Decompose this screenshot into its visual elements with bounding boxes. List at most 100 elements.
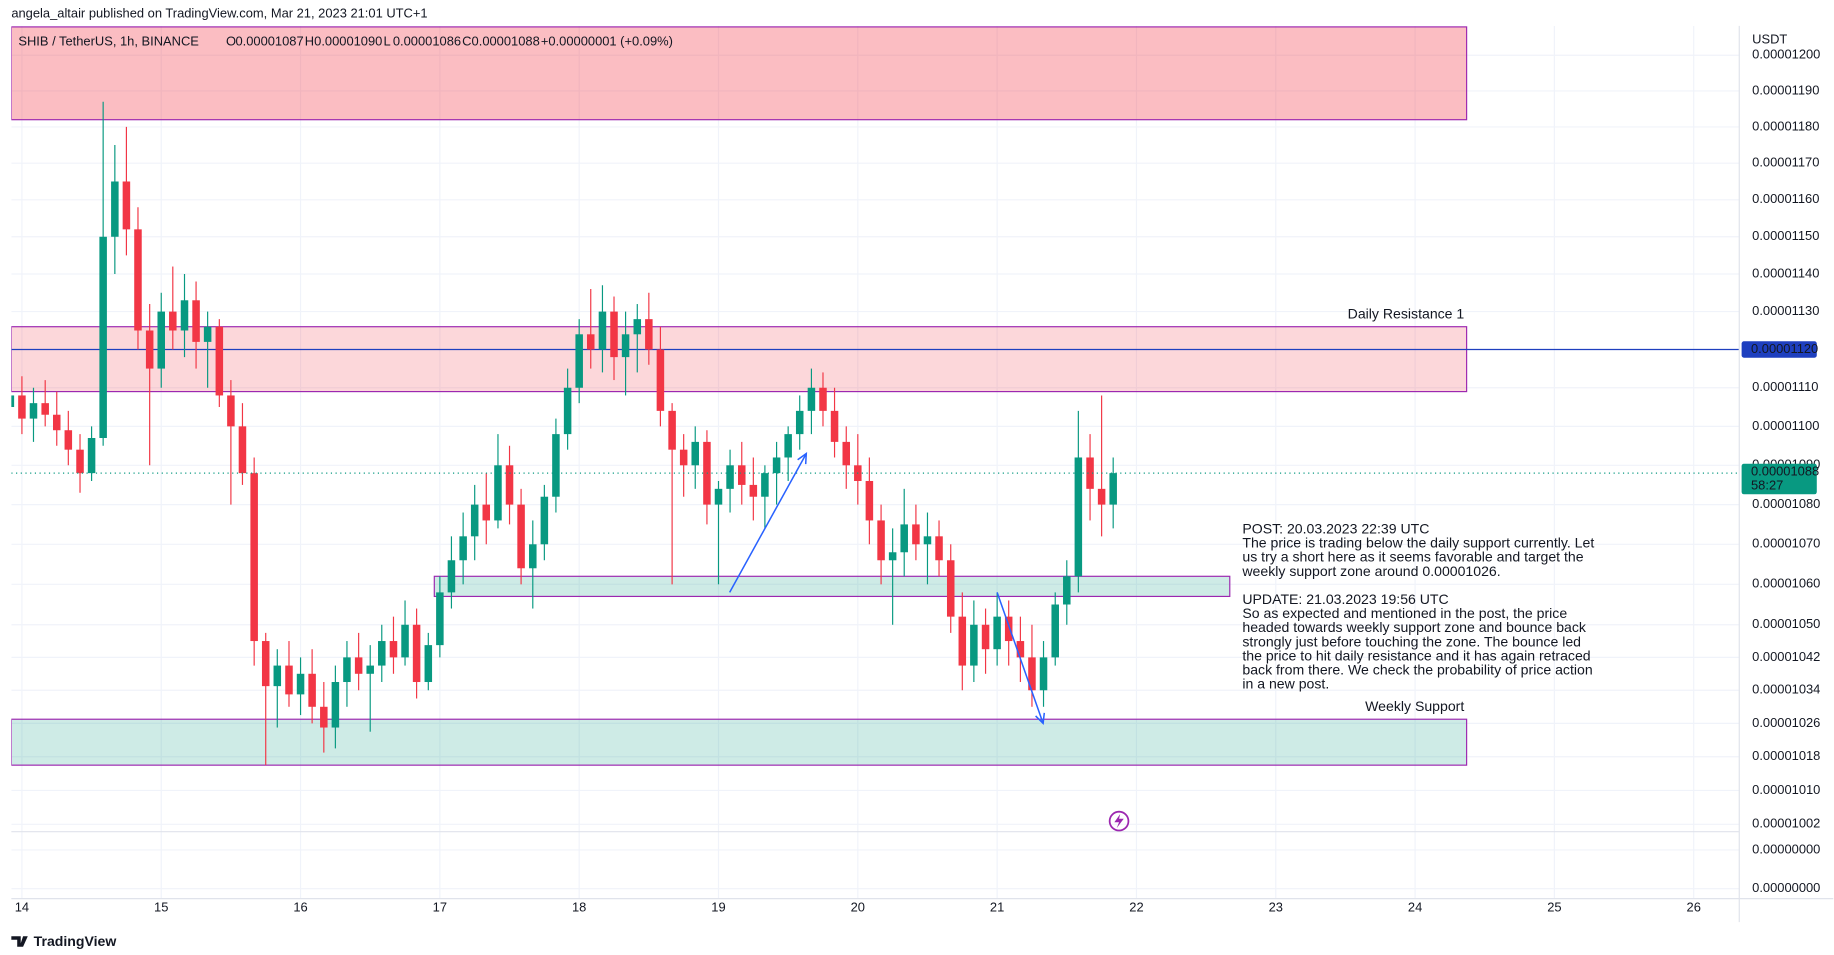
candle-body	[401, 624, 409, 658]
candle-body	[134, 229, 142, 331]
candle-body	[830, 410, 839, 442]
candle-body	[1016, 641, 1025, 658]
candle-body	[482, 504, 491, 521]
candle-body	[772, 457, 781, 474]
candle-body	[1004, 616, 1013, 642]
annotation-line: The price is trading below the daily sup…	[1242, 535, 1594, 551]
candle-body	[99, 236, 107, 438]
brand: TradingView	[34, 933, 117, 949]
candle-body	[807, 387, 816, 411]
x-tick-label: 25	[1547, 899, 1561, 914]
candle-body	[668, 410, 676, 450]
hline-box	[1741, 341, 1817, 358]
last-price-box	[1741, 463, 1817, 495]
y-tick-label: 0.00001018	[1752, 748, 1820, 763]
candle-body	[192, 300, 200, 342]
y-tick-label: 0.00001190	[1752, 82, 1819, 97]
candle-body	[296, 673, 305, 695]
candle-body	[320, 706, 328, 728]
candle-body	[366, 665, 374, 674]
candle-body	[900, 524, 908, 553]
y-tick-label: 0.00001180	[1752, 118, 1819, 133]
candle-body	[145, 330, 154, 369]
annotation-line: back from there. We check the probabilit…	[1242, 661, 1592, 677]
tv-logo[interactable]: TradingView	[11, 933, 116, 949]
candle-body	[958, 616, 967, 666]
y-tick-label: 0.00000000	[1752, 880, 1820, 895]
arrow-head	[1035, 712, 1046, 726]
candle-body	[1063, 576, 1071, 605]
x-tick-label: 16	[293, 899, 307, 914]
candle-body	[935, 536, 943, 561]
published: angela_altair published on TradingView.c…	[11, 6, 427, 21]
zone	[433, 575, 1231, 598]
x-tick-label: 19	[711, 899, 725, 914]
candle-body	[563, 387, 572, 435]
candle-body	[888, 552, 897, 561]
annotation-line: in a new post.	[1242, 676, 1329, 692]
candle-body	[656, 349, 665, 411]
candle-body	[842, 441, 851, 466]
lightning-icon[interactable]	[1108, 810, 1130, 832]
annotation-line: headed towards weekly support zone and b…	[1242, 619, 1587, 635]
candle-body	[633, 319, 642, 335]
candle-body	[354, 657, 363, 674]
candle-body	[621, 334, 630, 358]
plot	[11, 25, 1740, 899]
x-tick-label: 15	[154, 899, 168, 914]
field-value: 0.00001088	[472, 34, 540, 49]
candle-body	[749, 484, 758, 497]
zone	[11, 718, 1468, 766]
candle-body	[111, 181, 119, 237]
field-value: 0.00001090	[314, 34, 382, 49]
candle-body	[575, 334, 583, 388]
annotation-line: UPDATE: 21.03.2023 19:56 UTC	[1242, 591, 1448, 607]
candle-body	[819, 387, 827, 411]
y-tick-label: 0.00001050	[1752, 616, 1820, 631]
candle-body	[227, 395, 235, 427]
zone	[11, 326, 1468, 393]
x-tick-label: 22	[1129, 899, 1143, 914]
candle-body	[203, 326, 212, 342]
y-tick-label: 0.00001100	[1752, 418, 1819, 433]
candle-body	[169, 311, 177, 331]
arrow	[996, 592, 1044, 724]
candle-body	[1074, 457, 1083, 577]
candle-body	[215, 326, 224, 396]
y-tick-label: 0.00001200	[1752, 47, 1820, 62]
candle-body	[552, 434, 560, 497]
candle-body	[11, 395, 15, 408]
candle-body	[389, 641, 398, 658]
y-tick-label: 0.00000000	[1752, 841, 1820, 856]
candle-body	[970, 624, 978, 666]
annotation-line: POST: 20.03.2023 22:39 UTC	[1242, 520, 1429, 536]
candle-body	[691, 441, 699, 466]
candle-body	[1028, 657, 1036, 691]
y-tick-label: 0.00001070	[1752, 536, 1820, 551]
candle-body	[238, 426, 247, 474]
candle-body	[761, 473, 769, 497]
candle-body	[285, 665, 293, 695]
zone	[11, 26, 1468, 121]
field-key: C	[462, 34, 471, 49]
y-tick-label: 0.00001170	[1752, 155, 1819, 170]
candle-body	[308, 673, 316, 707]
candle-body	[981, 624, 990, 650]
x-tick-label: 23	[1269, 899, 1283, 914]
zone-label: Weekly Support	[1365, 698, 1464, 714]
candle-body	[946, 560, 955, 617]
candle-body	[679, 449, 688, 466]
candle-body	[738, 465, 746, 485]
y-tick-label: 0.00001060	[1752, 576, 1820, 591]
y-tick-label: 0.00001034	[1752, 682, 1820, 697]
candle-body	[29, 403, 38, 419]
candle-body	[923, 536, 932, 545]
annotation-line: the price to hit daily resistance and it…	[1242, 647, 1590, 663]
y-tick-label: 0.00001080	[1752, 496, 1820, 511]
candle-body	[52, 414, 61, 431]
candle-body	[180, 300, 189, 331]
x-tick-label: 26	[1687, 899, 1701, 914]
candle-body	[912, 524, 920, 545]
